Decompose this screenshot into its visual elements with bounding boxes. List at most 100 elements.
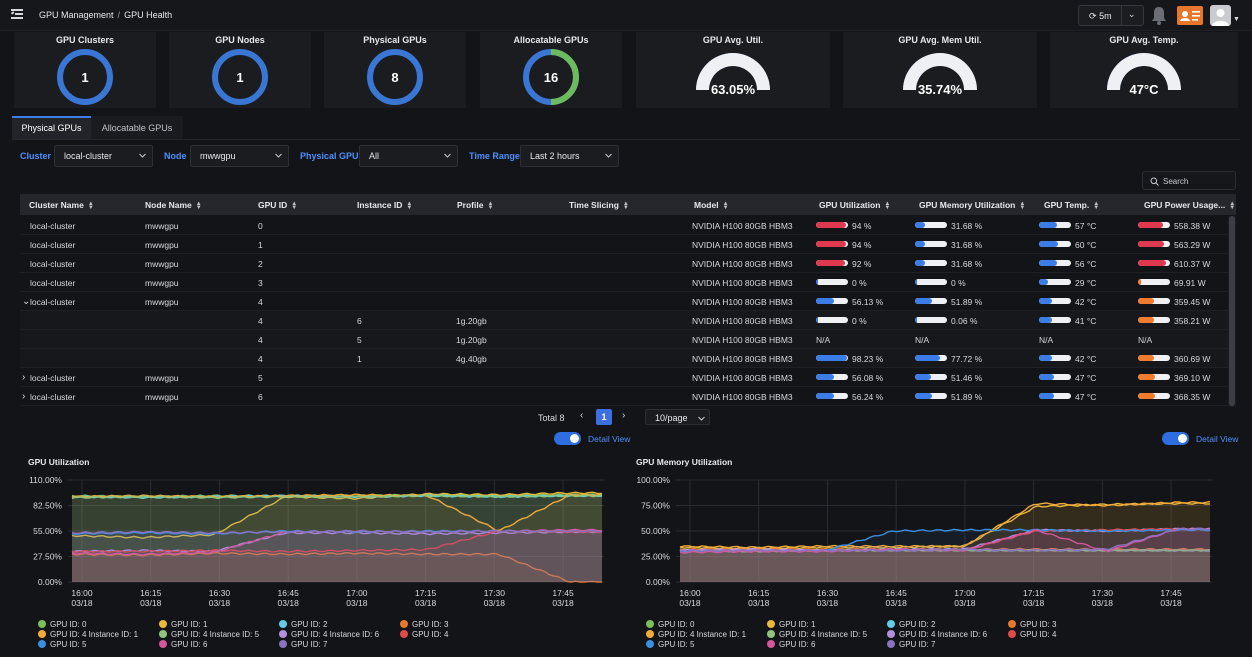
gpu-memory-utilization-bar-fill [915,355,940,361]
prev-page-icon[interactable]: ‹ [580,410,584,421]
page-1-button[interactable]: 1 [596,409,612,425]
table-scrollbar-thumb[interactable] [1229,216,1235,406]
detail-view-toggle-mem[interactable] [1162,432,1189,445]
legend-item[interactable]: GPU ID: 5 [646,640,694,649]
legend-item[interactable]: GPU ID: 4 [1008,630,1056,639]
table-row[interactable]: › local-cluster mwwgpu 6 NVIDIA H100 80GB HB… [20,387,1228,406]
chevron-down-icon [444,153,451,158]
breadcrumb-root[interactable]: GPU Management [39,10,114,20]
gpu-power-value: 368.35 W [1174,392,1211,402]
gpu-utilization-bar [816,222,848,228]
chevron-down-icon[interactable]: ⌄ [1128,9,1136,19]
col-gpu-memory-utilization[interactable]: GPU Memory Utilization ▲ ▼ [919,200,1026,211]
table-row[interactable]: local-cluster mwwgpu 1 NVIDIA H100 80GB HBM… [20,235,1228,254]
cell-model: NVIDIA H100 80GB HBM3 [692,392,793,402]
sort-icon: ▲ ▼ [487,200,494,211]
id-card-icon[interactable] [1177,6,1203,25]
gauge-value: 47°C [1129,82,1159,97]
legend-item[interactable]: GPU ID: 1 [767,620,815,629]
legend-item[interactable]: GPU ID: 6 [159,640,207,649]
legend-item[interactable]: GPU ID: 4 Instance ID: 5 [159,630,259,639]
y-tick-label: 0.00% [38,577,63,587]
legend-item[interactable]: GPU ID: 7 [887,640,935,649]
cluster-select[interactable]: local-cluster [54,145,153,167]
avatar[interactable] [1210,5,1231,26]
table-row[interactable]: local-cluster mwwgpu 3 NVIDIA H100 80GB HBM… [20,273,1228,292]
x-tick-label: 16:15 [748,588,770,598]
legend-item[interactable]: GPU ID: 3 [400,620,448,629]
time-range-select[interactable]: Last 2 hours [520,145,619,167]
legend-item[interactable]: GPU ID: 7 [279,640,327,649]
legend-swatch [646,640,654,648]
page-size-select[interactable]: 10/page [645,409,710,425]
col-model[interactable]: Model ▲ ▼ [694,200,729,211]
legend-item[interactable]: GPU ID: 6 [767,640,815,649]
expand-icon[interactable]: › [22,372,26,383]
gpu-utilization-value: N/A [816,335,831,345]
legend-item[interactable]: GPU ID: 4 Instance ID: 6 [279,630,379,639]
col-gpu-utilization[interactable]: GPU Utilization ▲ ▼ [819,200,891,211]
chevron-down-icon [605,153,612,158]
gpu-power-value: 369.10 W [1174,373,1211,383]
menu-icon[interactable] [10,9,23,20]
y-tick-label: 82.50% [33,501,62,511]
legend-swatch [767,630,775,638]
col-node-name[interactable]: Node Name ▲ ▼ [145,200,202,211]
gpu-power-value: 69.91 W [1174,278,1206,288]
table-row[interactable]: 4 1 4g.40gb NVIDIA H100 80GB HBM3 98.23 % 77.… [20,349,1228,368]
next-page-icon[interactable]: › [622,410,626,421]
legend-item[interactable]: GPU ID: 0 [38,620,86,629]
gpu-memory-utilization-bar-fill [915,222,926,228]
table-row[interactable]: ⌄ local-cluster mwwgpu 4 NVIDIA H100 80GB HB… [20,292,1228,311]
physical-gpu-select[interactable]: All [359,145,458,167]
col-gpu-power-usage[interactable]: GPU Power Usage... ▲ ▼ [1144,200,1236,211]
legend-item[interactable]: GPU ID: 4 Instance ID: 1 [646,630,746,639]
col-profile[interactable]: Profile ▲ ▼ [457,200,494,211]
gpu-power-bar [1138,355,1170,361]
cell-model: NVIDIA H100 80GB HBM3 [692,335,793,345]
cluster-filter-label: Cluster [20,151,52,161]
series-line [71,494,603,500]
legend-item[interactable]: GPU ID: 2 [887,620,935,629]
time-range-label: Time Range [469,151,520,161]
table-row[interactable]: local-cluster mwwgpu 0 NVIDIA H100 80GB HBM… [20,216,1228,235]
legend-item[interactable]: GPU ID: 4 [400,630,448,639]
col-instance-id[interactable]: Instance ID ▲ ▼ [357,200,413,211]
table-row[interactable]: › local-cluster mwwgpu 5 NVIDIA H100 80GB HB… [20,368,1228,387]
table-row[interactable]: 4 6 1g.20gb NVIDIA H100 80GB HBM3 0 % 0.06 % 4… [20,311,1228,330]
legend-item[interactable]: GPU ID: 3 [1008,620,1056,629]
legend-item[interactable]: GPU ID: 2 [279,620,327,629]
table-row[interactable]: 4 5 1g.20gb NVIDIA H100 80GB HBM3 N/A N/A N/A N… [20,330,1228,349]
bell-icon[interactable] [1150,6,1168,25]
table-row[interactable]: local-cluster mwwgpu 2 NVIDIA H100 80GB HBM… [20,254,1228,273]
donut-chart: 1 [57,49,113,105]
legend-item[interactable]: GPU ID: 0 [646,620,694,629]
expand-icon[interactable]: › [22,391,26,402]
caret-down-icon[interactable]: ▼ [1233,16,1240,23]
tab-allocatable-gpus[interactable]: Allocatable GPUs [91,116,183,139]
col-time-slicing[interactable]: Time Slicing ▲ ▼ [569,200,629,211]
series-area [72,530,602,582]
cell-node: mwwgpu [145,259,179,269]
gpu-filter-label: Physical GPU [300,151,359,161]
legend-label: GPU ID: 4 Instance ID: 6 [899,630,988,639]
legend-item[interactable]: GPU ID: 1 [159,620,207,629]
tab-physical-gpus[interactable]: Physical GPUs [12,116,91,139]
col-gpu-temp[interactable]: GPU Temp. ▲ ▼ [1044,200,1100,211]
col-cluster-name[interactable]: Cluster Name ▲ ▼ [29,200,94,211]
node-select[interactable]: mwwgpu [190,145,289,167]
detail-view-toggle-util[interactable] [554,432,581,445]
gpu-utilization-bar-fill [816,393,834,399]
gpu-utilization-bar-fill [816,222,847,228]
gauge-card-avg-mem-util: GPU Avg. Mem Util. 35.74% [843,32,1037,108]
legend-item[interactable]: GPU ID: 4 Instance ID: 6 [887,630,987,639]
legend-item[interactable]: GPU ID: 4 Instance ID: 1 [38,630,138,639]
legend-item[interactable]: GPU ID: 4 Instance ID: 5 [767,630,867,639]
search-input[interactable]: Search [1142,171,1236,190]
legend-item[interactable]: GPU ID: 5 [38,640,86,649]
gpu-power-value: 558.38 W [1174,221,1211,231]
collapse-icon[interactable]: ⌄ [22,296,31,307]
refresh-control[interactable]: ⟳ 5m ⌄ [1078,5,1144,26]
col-gpu-id[interactable]: GPU ID ▲ ▼ [258,200,298,211]
refresh-interval[interactable]: ⟳ 5m [1089,11,1112,22]
